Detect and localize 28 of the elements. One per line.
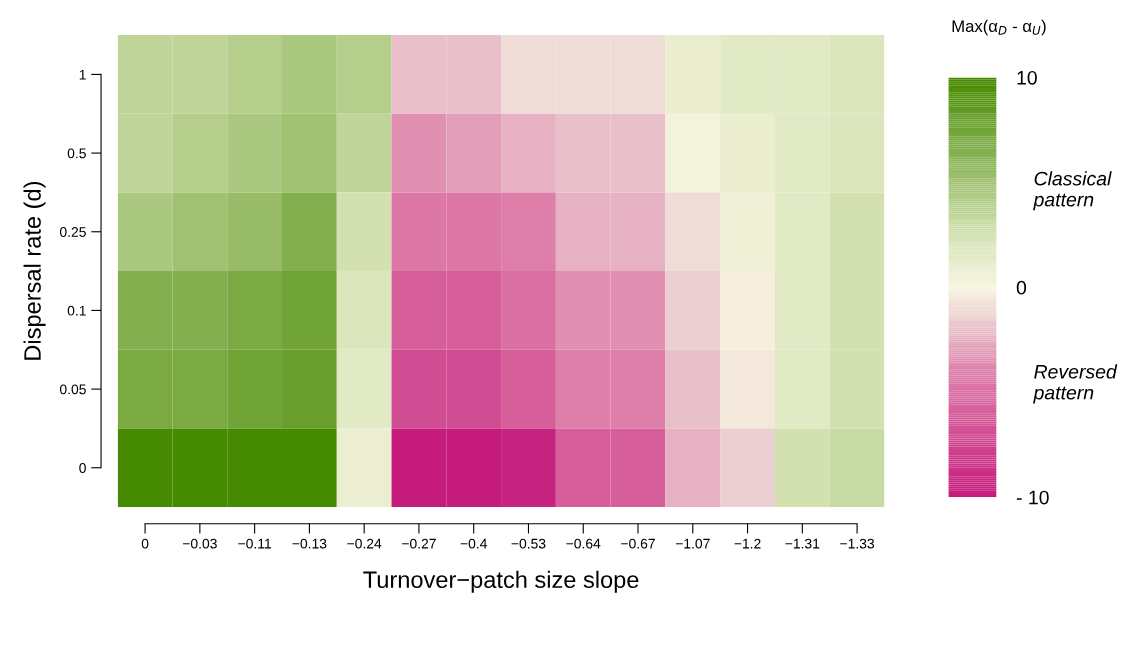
x-tick-label: −0.11 bbox=[238, 538, 272, 549]
y-axis-title: Dispersal rate (d) bbox=[23, 182, 46, 360]
x-tick-label: −0.4 bbox=[460, 538, 488, 549]
x-tick-label: −0.13 bbox=[292, 538, 327, 549]
color-bar-label: - 10 bbox=[1016, 490, 1049, 505]
text: Classical pattern bbox=[1033, 171, 1112, 211]
x-tick-label: −1.2 bbox=[734, 538, 761, 549]
y-tick-label: 0.25 bbox=[59, 227, 86, 237]
color-bar-title: Max(α$_{D}$ - α$_{U}$) bbox=[952, 19, 1046, 36]
x-tick-label: −1.07 bbox=[675, 538, 710, 549]
x-tick-label: −1.31 bbox=[785, 538, 820, 549]
x-tick-label: −0.24 bbox=[347, 538, 382, 549]
text: Reversed pattern bbox=[1033, 364, 1118, 404]
x-tick-label: −0.03 bbox=[182, 538, 217, 549]
y-tick-label: 0 bbox=[79, 463, 86, 473]
x-tick-label: −0.27 bbox=[402, 538, 436, 549]
x-tick-label: −0.67 bbox=[621, 538, 655, 549]
y-tick-label: 0.05 bbox=[59, 384, 86, 395]
color-bar-label: 10 bbox=[1017, 70, 1037, 85]
y-tick-label: 0.5 bbox=[67, 148, 86, 159]
x-tick-label: −0.64 bbox=[566, 538, 601, 549]
x-tick-label: −1.33 bbox=[840, 538, 875, 549]
x-tick-label: 0 bbox=[141, 538, 149, 549]
y-tick-label: 1 bbox=[79, 69, 86, 80]
y-tick-label: 0.1 bbox=[67, 305, 86, 316]
color-bar-label: 0 bbox=[1016, 280, 1027, 295]
x-tick-label: −0.53 bbox=[511, 538, 546, 549]
x-axis-title: Turnover−patch size slope bbox=[363, 570, 639, 593]
